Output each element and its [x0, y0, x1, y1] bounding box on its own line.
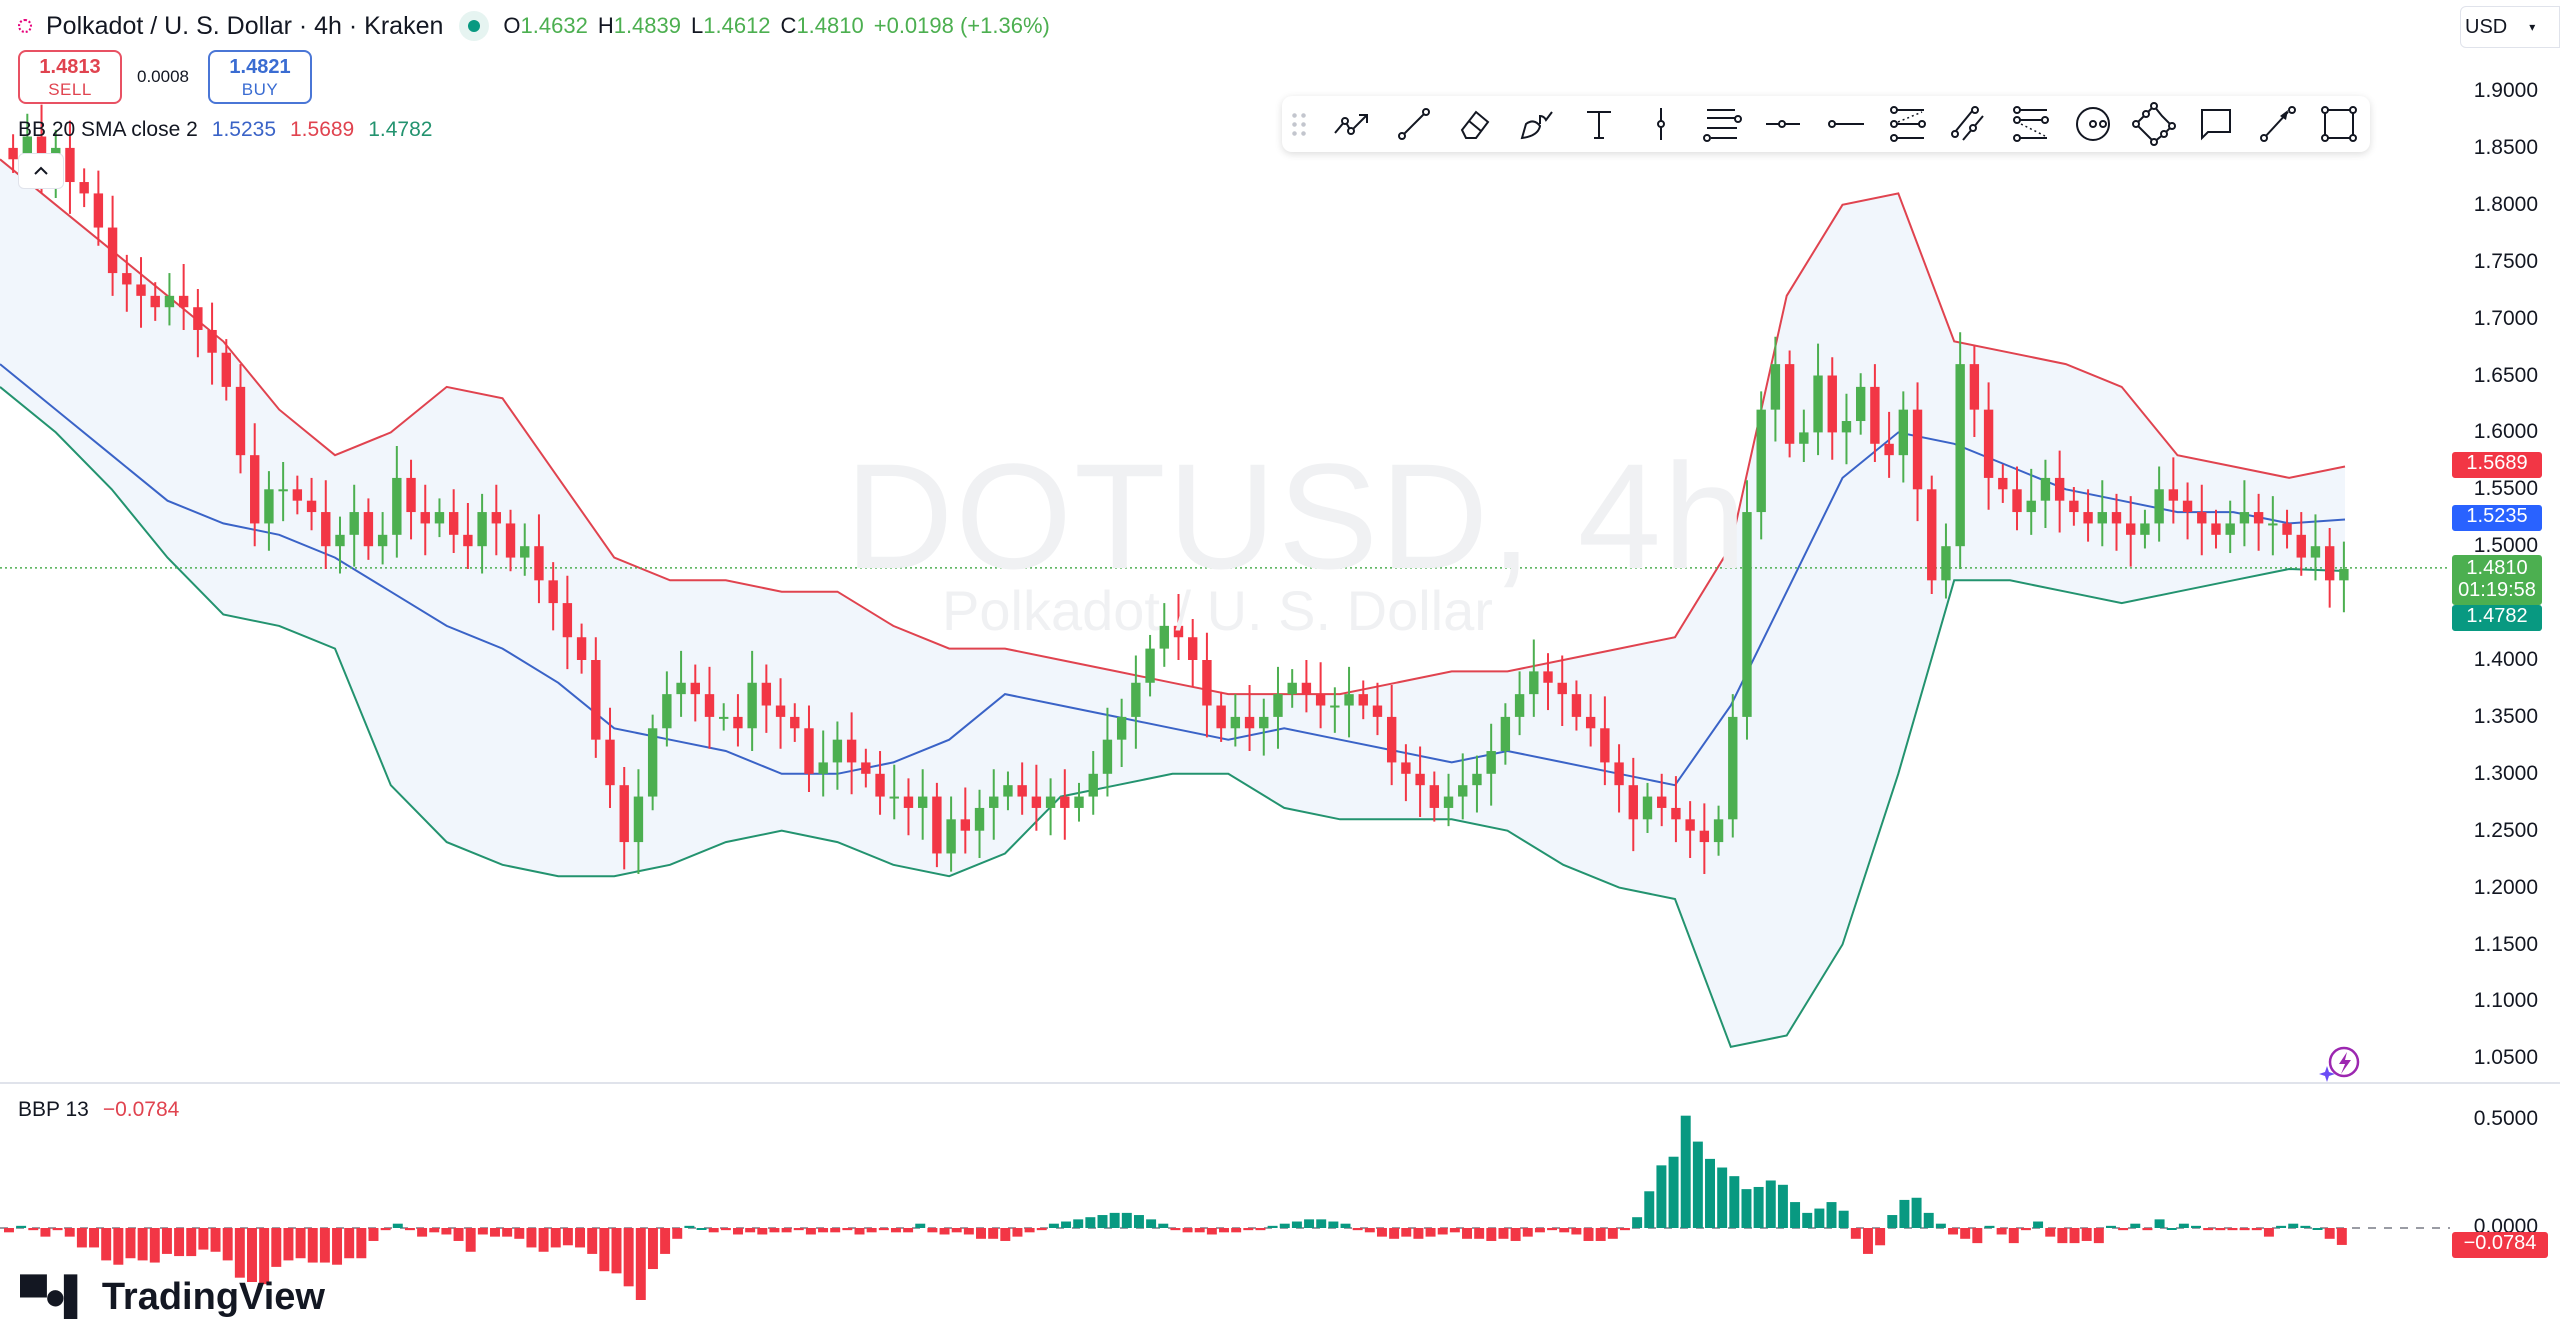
brush-tool[interactable] — [1507, 101, 1569, 147]
price-axis-tick: 1.6500 — [2473, 363, 2538, 387]
drawing-toolbar — [1282, 96, 2370, 152]
tradingview-logo-text: TradingView — [101, 1276, 325, 1318]
ohlc-close: C1.4810 — [780, 13, 864, 38]
fib-retracement-icon — [1889, 106, 1926, 142]
pattern-icon — [2132, 102, 2177, 146]
pane-separator[interactable] — [0, 1082, 2560, 1084]
horizontal-line-tool[interactable] — [1815, 101, 1877, 147]
watermark-ticker: DOTUSD, 4h — [845, 432, 1749, 600]
sparkle-lightning-icon — [2319, 1046, 2360, 1082]
trend-path-tool[interactable] — [1322, 101, 1384, 147]
price-axis-tick: 1.1000 — [2473, 989, 2538, 1013]
trend-line-tool[interactable] — [1384, 101, 1446, 147]
fib-extension-icon — [2012, 106, 2049, 142]
last-price-tag: 1.4810 01:19:58 — [2452, 555, 2542, 605]
sell-label: SELL — [48, 80, 92, 99]
market-status-icon[interactable] — [459, 11, 490, 41]
collapse-legend-button[interactable] — [18, 153, 64, 189]
price-axis-tick: 1.5000 — [2473, 534, 2538, 558]
bbp-legend[interactable]: BBP 13 −0.0784 — [18, 1098, 193, 1122]
fib-extension-tool[interactable] — [2000, 101, 2062, 147]
horizontal-ray-icon — [1766, 120, 1801, 128]
tradingview-logo-icon: ▀●▌ — [20, 1276, 91, 1318]
price-axis-tick: 1.6000 — [2473, 420, 2538, 444]
drag-handle-icon[interactable] — [1290, 111, 1308, 137]
trend-line-icon — [1398, 108, 1431, 140]
currency-value: USD — [2465, 15, 2508, 38]
text-icon — [1587, 111, 1612, 139]
horizontal-ray-tool[interactable] — [1754, 101, 1816, 147]
chevron-up-icon — [34, 166, 48, 175]
buy-button[interactable]: 1.4821 BUY — [208, 50, 312, 104]
symbol-title[interactable]: Polkadot / U. S. Dollar · 4h · Kraken — [46, 11, 444, 40]
watermark-name: Polkadot / U. S. Dollar — [942, 579, 1493, 642]
rectangle-icon — [2321, 106, 2358, 142]
chevron-down-icon: ▾ — [2529, 20, 2536, 34]
eraser-tool[interactable] — [1445, 101, 1507, 147]
callout-icon — [2200, 109, 2231, 141]
bb-basis-price-tag: 1.5235 — [2452, 505, 2542, 531]
vertical-line-tool[interactable] — [1630, 101, 1692, 147]
price-axis-tick: 1.3000 — [2473, 761, 2538, 785]
ai-assist-button[interactable] — [2318, 1044, 2364, 1089]
bb-legend[interactable]: BB 20 SMA close 2 1.5235 1.5689 1.4782 — [18, 118, 446, 142]
price-axis-tick: 1.8500 — [2473, 135, 2538, 159]
circle-tool[interactable] — [2062, 101, 2124, 147]
text-tool[interactable] — [1569, 101, 1631, 147]
price-axis-tick: 1.1500 — [2473, 932, 2538, 956]
bb-lower-value: 1.4782 — [368, 118, 433, 141]
ohlc-high: H1.4839 — [597, 13, 681, 38]
rectangle-tool[interactable] — [2308, 101, 2370, 147]
bb-upper-value: 1.5689 — [290, 118, 355, 141]
bb-label: BB 20 SMA close 2 — [18, 118, 198, 141]
tradingview-logo[interactable]: ▀●▌ TradingView — [20, 1276, 325, 1319]
parallel-channel-tool[interactable] — [1938, 101, 2000, 147]
vertical-line-icon — [1657, 108, 1666, 140]
brush-icon — [1520, 111, 1553, 140]
bar-countdown: 01:19:58 — [2458, 579, 2536, 601]
symbol-legend: Polkadot / U. S. Dollar · 4h · Kraken O1… — [14, 8, 1050, 44]
polkadot-icon — [14, 15, 36, 37]
price-axis-tick: 1.8000 — [2473, 192, 2538, 216]
price-axis-tick: 1.3500 — [2473, 704, 2538, 728]
bbp-axis-tick-0.5: 0.5000 — [2473, 1107, 2538, 1130]
currency-select[interactable]: USD ▾ — [2460, 6, 2560, 48]
sell-price: 1.4813 — [39, 56, 101, 78]
ohlc-change: +0.0198 (+1.36%) — [873, 13, 1050, 38]
price-axis-tick: 1.7500 — [2473, 249, 2538, 273]
parallel-channel-icon — [1951, 106, 1985, 141]
arrow-tool[interactable] — [2247, 101, 2309, 147]
pitchfork-icon — [1702, 109, 1742, 142]
price-axis-tick: 1.9000 — [2473, 79, 2538, 102]
bb-basis-value: 1.5235 — [211, 118, 276, 141]
horizontal-line-icon — [1827, 120, 1864, 128]
bb-upper-price-tag: 1.5689 — [2452, 452, 2542, 478]
spread-value: 0.0008 — [137, 67, 189, 86]
price-axis-tick: 1.2000 — [2473, 875, 2538, 899]
circle-icon — [2075, 107, 2110, 141]
ohlc-low: L1.4612 — [691, 13, 771, 38]
price-axis-tick: 1.0500 — [2473, 1046, 2538, 1070]
ohlc-open: O1.4632 — [503, 13, 588, 38]
sell-button[interactable]: 1.4813 SELL — [18, 50, 122, 104]
price-axis-tick: 1.2500 — [2473, 818, 2538, 842]
eraser-icon — [1460, 110, 1490, 139]
last-price-value: 1.4810 — [2466, 557, 2528, 579]
trend-path-icon — [1333, 114, 1368, 135]
bbp-label: BBP 13 — [18, 1098, 89, 1121]
bbp-value: −0.0784 — [102, 1098, 180, 1121]
price-axis-tick: 1.4000 — [2473, 648, 2538, 671]
pattern-tool[interactable] — [2123, 101, 2185, 147]
arrow-icon — [2259, 106, 2296, 142]
buy-label: BUY — [241, 80, 279, 99]
buy-price: 1.4821 — [229, 56, 291, 78]
price-axis-tick: 1.7000 — [2473, 306, 2538, 330]
price-axis-tick: 1.5500 — [2473, 477, 2538, 501]
fib-retracement-tool[interactable] — [1877, 101, 1939, 147]
callout-tool[interactable] — [2185, 101, 2247, 147]
bbp-value-tag: −0.0784 — [2452, 1232, 2548, 1258]
pitchfork-tool[interactable] — [1692, 101, 1754, 147]
bb-lower-price-tag: 1.4782 — [2452, 605, 2542, 631]
